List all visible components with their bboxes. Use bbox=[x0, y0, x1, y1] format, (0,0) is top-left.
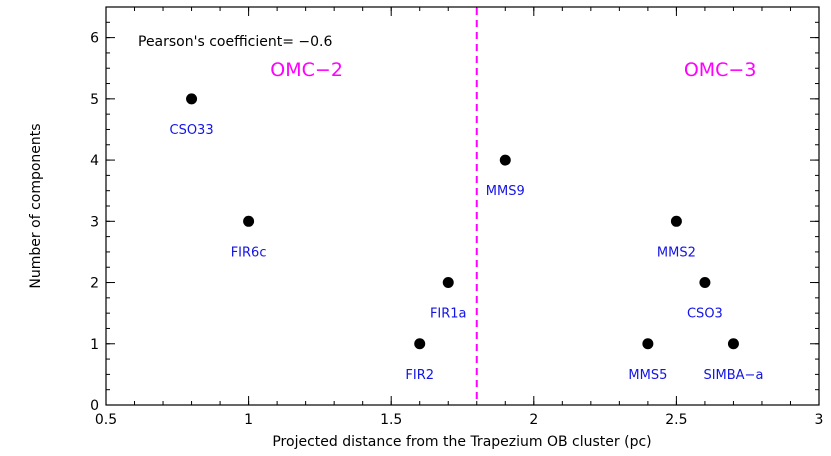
data-point bbox=[642, 338, 654, 350]
region-labels: OMC−2 OMC−3 bbox=[270, 59, 756, 81]
region-label: OMC−2 bbox=[270, 59, 343, 81]
data-point bbox=[670, 215, 682, 227]
region-label: OMC−3 bbox=[684, 59, 757, 81]
y-tick-label: 5 bbox=[90, 92, 99, 108]
data-point bbox=[442, 277, 454, 289]
point-label: CSO3 bbox=[687, 307, 723, 322]
y-tick-label: 0 bbox=[90, 398, 99, 414]
y-tick-label: 6 bbox=[90, 31, 99, 47]
x-axis-title: Projected distance from the Trapezium OB… bbox=[272, 434, 651, 450]
tick-marks bbox=[105, 6, 820, 406]
x-tick-label: 2 bbox=[529, 412, 538, 428]
y-tick-label: 2 bbox=[90, 276, 99, 292]
point-label: FIR6c bbox=[231, 245, 267, 260]
x-tick-label: 3 bbox=[815, 412, 824, 428]
x-tick-label: 2.5 bbox=[665, 412, 687, 428]
x-tick-label: 0.5 bbox=[95, 412, 117, 428]
point-label: MMS2 bbox=[657, 245, 696, 260]
point-labels: CSO33 FIR6c FIR2 FIR1a MMS9 MMS5 MMS2 CSO3 SIMBA… bbox=[170, 123, 764, 383]
pearson-annotation: Pearson's coefficient= −0.6 bbox=[138, 34, 332, 50]
data-point bbox=[414, 338, 426, 350]
data-point bbox=[499, 154, 511, 166]
data-point bbox=[243, 215, 255, 227]
x-tick-label: 1.5 bbox=[380, 412, 402, 428]
data-points bbox=[186, 93, 739, 350]
point-label: SIMBA−a bbox=[703, 368, 763, 383]
x-tick-label: 1 bbox=[244, 412, 253, 428]
data-point bbox=[727, 338, 739, 350]
point-label: FIR2 bbox=[405, 368, 434, 383]
y-axis-title: Number of components bbox=[28, 123, 44, 288]
data-point bbox=[699, 277, 711, 289]
point-label: MMS9 bbox=[486, 184, 525, 199]
x-tick-labels: 0.5 1 1.5 2 2.5 3 bbox=[95, 412, 824, 428]
point-label: FIR1a bbox=[430, 307, 467, 322]
y-tick-labels: 0 1 2 3 4 5 6 bbox=[90, 31, 99, 414]
y-tick-label: 1 bbox=[90, 337, 99, 353]
data-point bbox=[186, 93, 198, 105]
point-label: MMS5 bbox=[628, 368, 667, 383]
y-tick-label: 4 bbox=[90, 153, 99, 169]
point-label: CSO33 bbox=[170, 123, 214, 138]
y-tick-label: 3 bbox=[90, 214, 99, 230]
